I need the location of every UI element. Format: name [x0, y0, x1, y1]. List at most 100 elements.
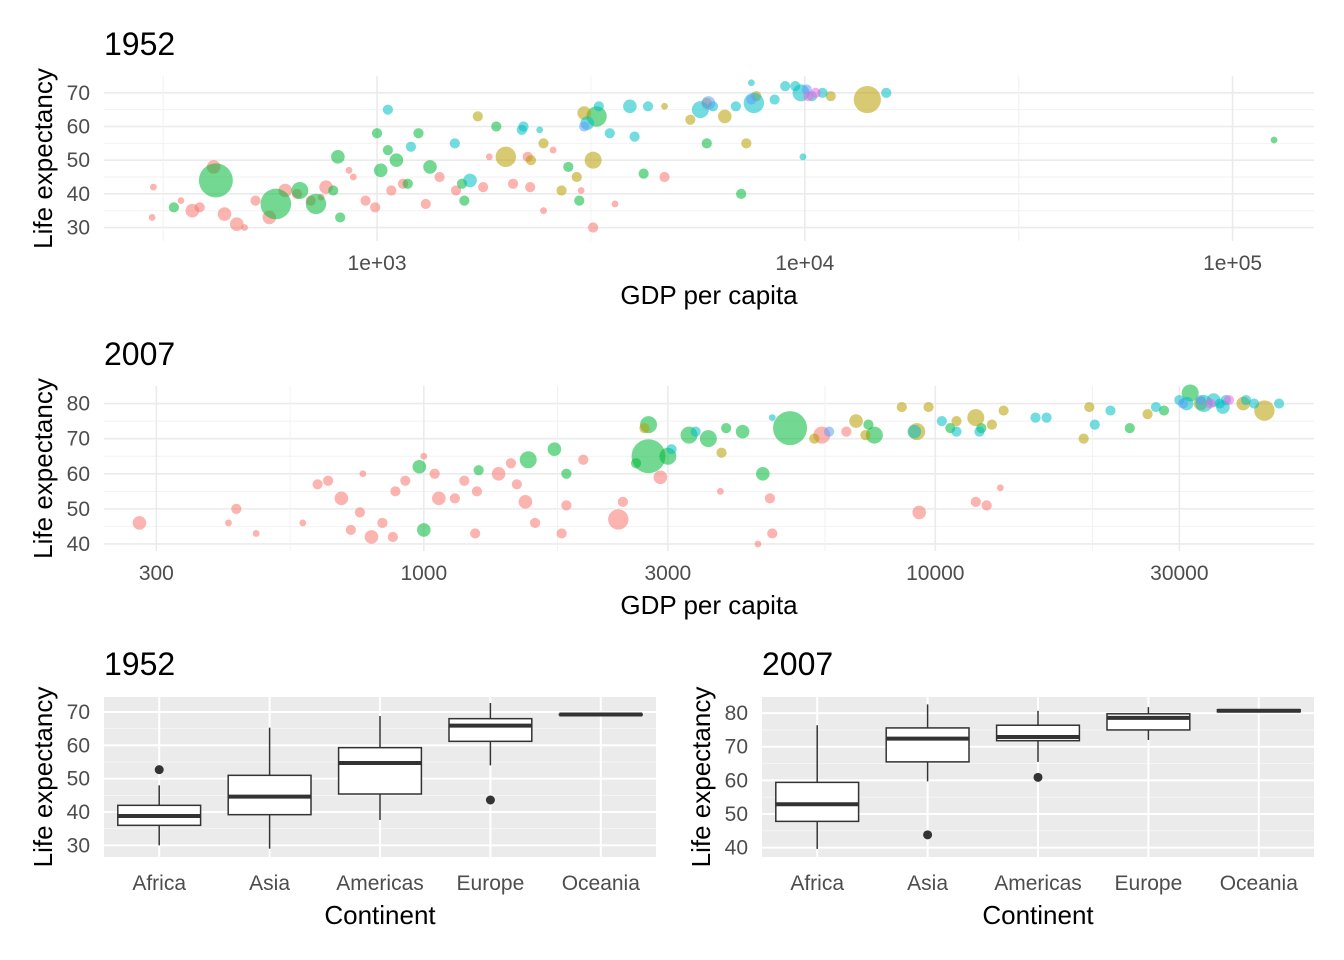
data-point — [863, 419, 874, 430]
box — [448, 717, 533, 743]
data-point — [463, 173, 477, 188]
data-point — [623, 99, 637, 114]
chart-panel-1: 40 50 60 70 80 300 1000 3000 10000 30000 2007 GDP p… — [28, 336, 1314, 620]
x-axis-title: GDP per capita — [620, 280, 798, 310]
data-point — [701, 138, 712, 149]
data-point — [386, 185, 397, 196]
data-point — [653, 470, 668, 485]
x-tick-label: 10000 — [906, 562, 964, 585]
y-tick-label: 50 — [67, 149, 90, 172]
data-point — [1150, 401, 1162, 413]
data-point — [1078, 433, 1089, 444]
data-point — [1158, 405, 1170, 416]
data-point — [699, 430, 717, 448]
x-tick-label: 1e+04 — [775, 252, 834, 275]
data-point — [974, 426, 985, 437]
data-point — [717, 109, 732, 124]
y-tick-label: 50 — [67, 498, 90, 521]
data-point — [250, 195, 261, 206]
data-point — [824, 426, 835, 437]
data-point — [390, 486, 401, 497]
x-tick-label: 30000 — [1150, 562, 1208, 585]
data-point — [1041, 412, 1052, 423]
data-point — [459, 195, 470, 206]
data-point — [769, 94, 780, 105]
data-point — [345, 166, 353, 174]
y-tick-label: 50 — [725, 803, 748, 826]
data-point — [359, 470, 367, 478]
data-point — [588, 222, 599, 233]
data-point — [371, 128, 383, 139]
data-point — [556, 185, 567, 196]
y-tick-label: 70 — [67, 701, 90, 724]
data-point — [387, 531, 398, 543]
y-tick-label: 30 — [67, 217, 90, 240]
y-axis-title: Life expectancy — [28, 68, 58, 249]
data-point — [865, 426, 883, 444]
data-point — [881, 87, 892, 98]
data-point — [593, 101, 604, 112]
data-point — [470, 528, 481, 539]
x-axis-title: Continent — [982, 900, 1094, 930]
data-point — [735, 424, 750, 439]
data-point — [998, 405, 1009, 416]
data-point — [1177, 398, 1189, 409]
data-point — [305, 193, 327, 215]
data-point — [638, 168, 649, 179]
data-point — [896, 401, 907, 413]
data-point — [538, 138, 549, 149]
data-point — [132, 516, 147, 530]
data-point — [563, 161, 574, 173]
x-tick-label: Asia — [249, 872, 290, 895]
data-point — [849, 414, 863, 428]
data-point — [642, 101, 654, 112]
data-point — [241, 224, 248, 231]
data-point — [701, 96, 716, 110]
data-point — [736, 188, 747, 199]
data-point — [981, 500, 992, 511]
data-point — [1223, 394, 1235, 406]
data-point — [168, 202, 179, 213]
data-point — [449, 493, 460, 504]
data-point — [578, 454, 589, 465]
data-point — [841, 426, 852, 437]
x-axis-title: Continent — [324, 900, 436, 930]
data-point — [354, 507, 366, 518]
data-point — [529, 517, 541, 529]
data-point — [666, 444, 677, 455]
y-tick-label: 50 — [67, 768, 90, 791]
data-point — [382, 104, 393, 115]
y-tick-label: 40 — [67, 183, 90, 206]
data-point — [923, 401, 934, 413]
data-point — [495, 146, 517, 168]
data-point — [231, 503, 242, 514]
box — [885, 727, 970, 763]
data-point — [986, 419, 997, 430]
data-point — [349, 173, 357, 181]
data-point — [996, 484, 1004, 492]
data-point — [491, 466, 506, 481]
x-tick-label: 1e+05 — [1203, 252, 1262, 275]
data-point — [478, 182, 489, 193]
box-outlier — [1033, 772, 1043, 782]
x-axis-title: GDP per capita — [620, 590, 798, 620]
data-point — [1205, 398, 1216, 409]
data-point — [331, 150, 345, 164]
x-tick-label: Americas — [336, 872, 424, 895]
data-point — [661, 102, 668, 110]
data-point — [1124, 423, 1135, 434]
data-point — [809, 433, 820, 444]
data-point — [951, 426, 962, 437]
data-point — [389, 153, 404, 167]
y-tick-label: 30 — [67, 834, 90, 857]
data-point — [252, 530, 260, 537]
data-point — [434, 171, 445, 183]
data-point — [561, 500, 572, 511]
data-point — [716, 447, 727, 458]
panel-title: 1952 — [104, 646, 175, 682]
data-point — [556, 528, 567, 539]
y-tick-label: 60 — [67, 116, 90, 139]
data-point — [525, 155, 537, 166]
data-point — [382, 144, 393, 156]
x-tick-label: Asia — [907, 872, 948, 895]
